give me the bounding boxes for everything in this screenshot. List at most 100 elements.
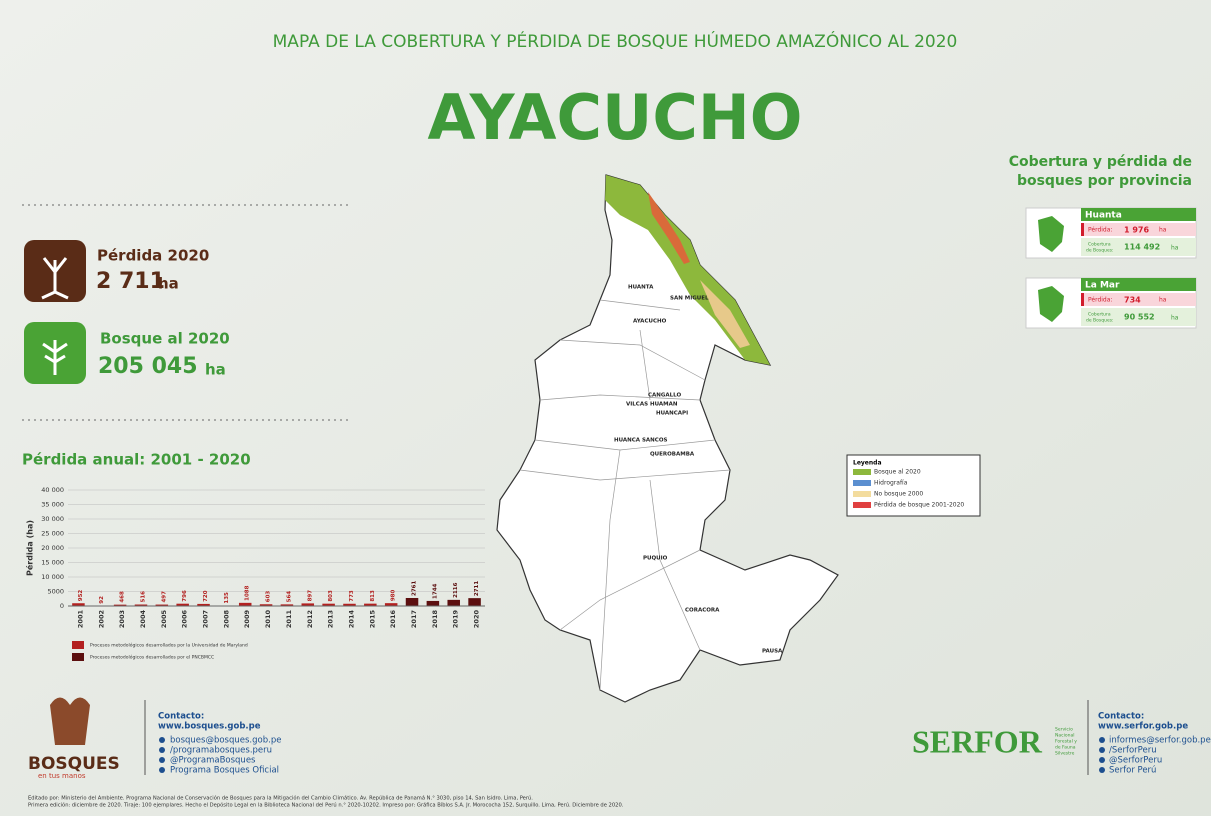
legend-swatch	[853, 502, 871, 508]
value-label: 980	[391, 590, 397, 602]
legend-title: Leyenda	[853, 460, 882, 467]
place: CORACORA	[685, 608, 720, 614]
value-label: 135	[224, 592, 230, 604]
value-label: 1088	[245, 585, 251, 600]
icon	[1099, 767, 1105, 773]
cover-label: Cobertura	[1088, 242, 1111, 248]
poster: MAPA DE LA COBERTURA Y PÉRDIDA DE BOSQUE…	[0, 0, 1211, 816]
loss-label: Pérdida:	[1088, 227, 1112, 234]
tagline-line: Forestal y	[1055, 739, 1077, 745]
y-tick-label: 0	[60, 602, 64, 610]
tagline-line: Nacional	[1055, 733, 1074, 739]
value-label: 92	[99, 596, 105, 604]
x-tick-label: 2011	[285, 610, 293, 629]
place: PAUSA	[762, 649, 783, 655]
y-tick-label: 25 000	[41, 530, 64, 538]
bar	[406, 598, 419, 606]
province-name: Huanta	[1085, 211, 1122, 221]
cover-value: 90 552	[1124, 313, 1155, 322]
icon	[1099, 737, 1105, 743]
x-tick-label: 2013	[327, 610, 335, 628]
bar	[427, 601, 440, 606]
contact-link[interactable]: @SerforPeru	[1109, 756, 1162, 766]
place: HUANTA	[628, 285, 654, 291]
contact-link[interactable]: /SerforPeru	[1109, 746, 1157, 756]
value-label: 720	[203, 590, 209, 602]
x-tick-label: 2012	[306, 610, 314, 628]
y-tick-label: 30 000	[41, 515, 64, 523]
cover-label: de Bosques:	[1086, 318, 1114, 324]
legend-swatch	[72, 641, 84, 649]
x-tick-label: 2006	[181, 610, 189, 629]
y-tick-label: 5000	[47, 588, 64, 596]
stat-unit: ha	[158, 275, 179, 293]
x-tick-label: 2019	[452, 610, 460, 629]
cover-label: Cobertura	[1088, 312, 1111, 318]
x-tick-label: 2017	[410, 610, 418, 628]
value-label: 497	[161, 591, 167, 603]
loss-value: 1 976	[1124, 226, 1149, 235]
place: PUQUIO	[643, 556, 668, 562]
stat-unit: ha	[205, 361, 226, 379]
contact-web[interactable]: www.bosques.gob.pe	[158, 722, 261, 732]
serfor-brand: SERFOR	[912, 723, 1043, 759]
y-axis-label: Pérdida (ha)	[25, 520, 35, 576]
legend-label: Bosque al 2020	[874, 469, 921, 476]
legend-swatch	[853, 491, 871, 497]
stat-value: 205 045	[98, 354, 198, 379]
value-label: 803	[328, 590, 334, 602]
page: MAPA DE LA COBERTURA Y PÉRDIDA DE BOSQUE…	[0, 0, 1211, 816]
bosques-tagline: en tus manos	[38, 772, 86, 780]
loss-value: 734	[1124, 296, 1141, 305]
contact-web[interactable]: www.serfor.gob.pe	[1098, 722, 1188, 732]
place: SAN MIGUEL	[670, 296, 709, 302]
x-tick-label: 2003	[118, 610, 126, 628]
icon	[159, 747, 165, 753]
place: AYACUCHO	[633, 319, 667, 325]
contact-title: Contacto:	[1098, 712, 1144, 722]
region: AYACUCHO	[428, 81, 803, 154]
value-label: 796	[182, 590, 188, 602]
legend-swatch	[853, 469, 871, 475]
legend-swatch	[853, 480, 871, 486]
loss-bar	[1081, 223, 1084, 236]
icon	[159, 767, 165, 773]
contact-link[interactable]: /programabosques.peru	[170, 746, 272, 756]
y-tick-label: 20 000	[41, 544, 64, 552]
value-label: 603	[266, 591, 272, 603]
credits: Editado por: Ministerio del Ambiente. Pr…	[28, 795, 533, 802]
contact-title: Contacto:	[158, 712, 204, 722]
chart-title: Pérdida anual: 2001 - 2020	[22, 451, 251, 469]
x-tick-label: 2009	[243, 610, 251, 629]
place: QUEROBAMBA	[650, 452, 695, 458]
y-tick-label: 35 000	[41, 501, 64, 509]
legend-label: Procesos metodológicos desarrollados por…	[90, 642, 248, 649]
contact-link[interactable]: @ProgramaBosques	[170, 756, 256, 766]
cover-value: 114 492	[1124, 243, 1160, 252]
icon	[159, 757, 165, 763]
contact-link[interactable]: bosques@bosques.gob.pe	[170, 736, 281, 746]
y-tick-label: 40 000	[41, 486, 64, 494]
icon	[1099, 757, 1105, 763]
x-tick-label: 2020	[473, 610, 481, 629]
x-tick-label: 2008	[222, 610, 230, 629]
contact-link[interactable]: Serfor Perú	[1109, 766, 1156, 776]
x-tick-label: 2010	[264, 610, 272, 629]
x-tick-label: 2002	[97, 610, 105, 628]
stat-value: 2 711	[96, 269, 165, 294]
stat-label: Bosque al 2020	[100, 330, 230, 348]
tagline-line: de Fauna	[1055, 745, 1076, 751]
contact-link[interactable]: informes@serfor.gob.pe	[1109, 736, 1211, 746]
x-tick-label: 2018	[431, 610, 439, 629]
x-tick-label: 2015	[368, 610, 376, 629]
cover-unit: ha	[1171, 245, 1179, 252]
loss-bar	[1081, 293, 1084, 306]
value-label: 1744	[432, 583, 438, 598]
value-label: 813	[370, 590, 376, 602]
value-label: 897	[307, 590, 313, 602]
contact-link[interactable]: Programa Bosques Oficial	[170, 766, 279, 776]
loss-unit: ha	[1159, 227, 1167, 234]
value-label: 2116	[453, 582, 459, 597]
cover-label: de Bosques:	[1086, 248, 1114, 254]
value-label: 468	[120, 591, 126, 603]
